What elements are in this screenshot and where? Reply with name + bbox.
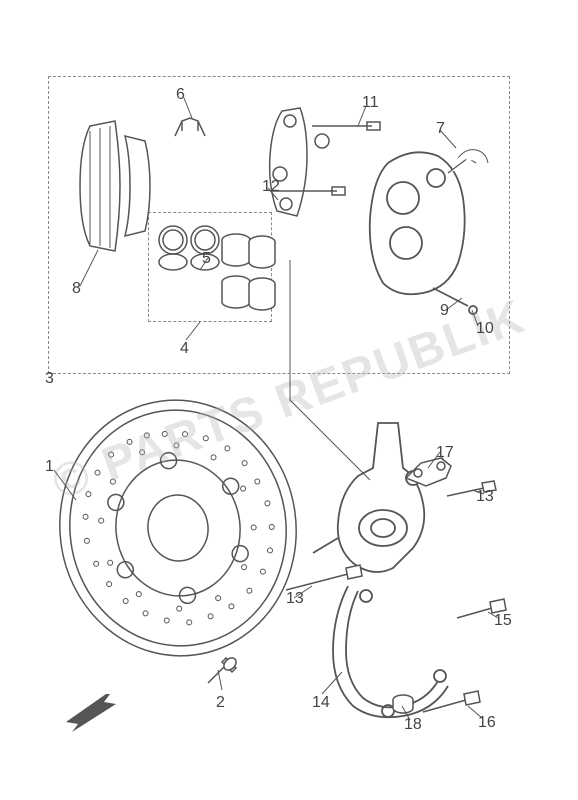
callout-4: 4 <box>180 340 189 358</box>
callout-2: 2 <box>216 694 225 712</box>
callout-14: 14 <box>312 694 330 712</box>
callout-13b: 13 <box>286 590 304 608</box>
callout-17: 17 <box>436 444 454 462</box>
callout-8: 8 <box>72 280 81 298</box>
callout-1: 1 <box>45 458 54 476</box>
callout-9: 9 <box>440 302 449 320</box>
callout-5: 5 <box>202 250 211 268</box>
callout-16: 16 <box>478 714 496 732</box>
callout-12: 12 <box>262 178 280 196</box>
leader-lines <box>0 0 578 800</box>
callout-10: 10 <box>476 320 494 338</box>
exploded-diagram: 1 2 3 4 5 6 7 8 9 10 11 12 13 13 14 15 1… <box>0 0 578 800</box>
callout-6: 6 <box>176 86 185 104</box>
callout-7: 7 <box>436 120 445 138</box>
callout-15: 15 <box>494 612 512 630</box>
callout-13a: 13 <box>476 488 494 506</box>
callout-3: 3 <box>45 370 54 388</box>
callout-11: 11 <box>362 94 379 112</box>
callout-18: 18 <box>404 716 422 734</box>
